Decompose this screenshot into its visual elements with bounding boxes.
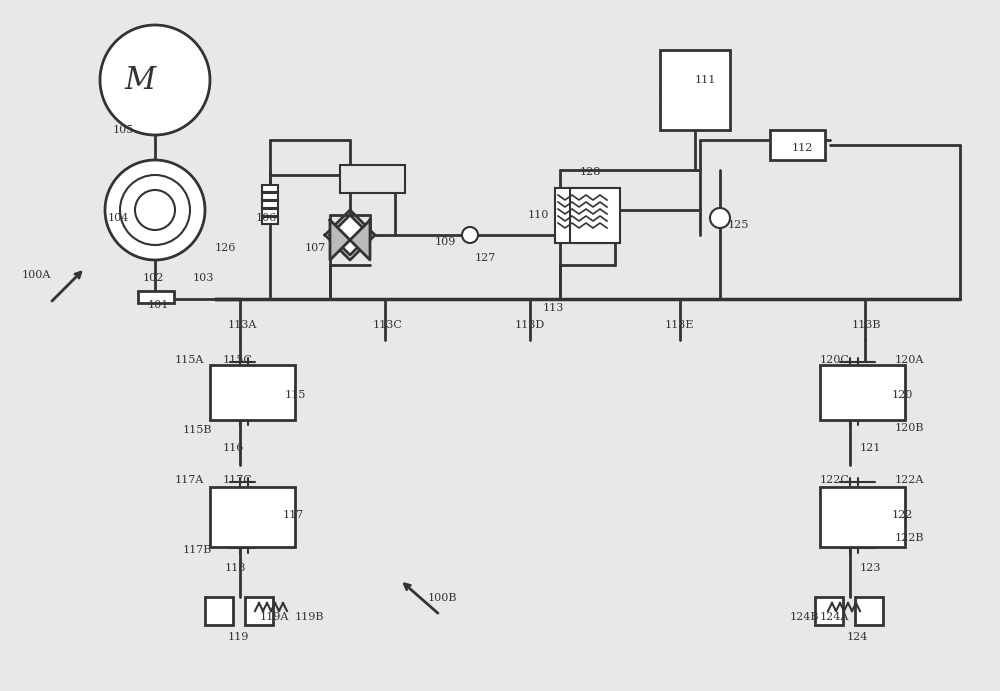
Text: 115A: 115A	[175, 355, 204, 365]
Text: 113E: 113E	[665, 320, 694, 330]
Bar	[820, 365, 905, 420]
Text: 113D: 113D	[515, 320, 545, 330]
Text: 117C: 117C	[223, 475, 253, 485]
Text: 101: 101	[148, 300, 169, 310]
Text: 111: 111	[695, 75, 716, 85]
Bar	[245, 597, 273, 625]
Circle shape	[135, 190, 175, 230]
Text: 124B: 124B	[790, 612, 820, 622]
Bar	[820, 487, 905, 547]
Text: 115C: 115C	[223, 355, 253, 365]
Bar	[205, 597, 233, 625]
Text: 120: 120	[892, 390, 913, 400]
Text: 113B: 113B	[852, 320, 882, 330]
Bar	[855, 597, 883, 625]
Circle shape	[120, 175, 190, 245]
Text: 124: 124	[847, 632, 868, 642]
Text: 100B: 100B	[428, 593, 458, 603]
Text: 110: 110	[528, 210, 549, 220]
Circle shape	[710, 208, 730, 228]
Text: 118: 118	[225, 563, 246, 573]
Text: 109: 109	[435, 237, 456, 247]
Text: 104: 104	[108, 213, 129, 223]
Text: 126: 126	[215, 243, 236, 253]
Bar	[262, 217, 278, 224]
Text: 107: 107	[305, 243, 326, 253]
Text: 117: 117	[283, 510, 304, 520]
Bar	[815, 597, 843, 625]
Text: 122: 122	[892, 510, 913, 520]
Text: 113: 113	[543, 303, 564, 313]
Text: 117A: 117A	[175, 475, 204, 485]
Polygon shape	[350, 220, 370, 260]
Text: 120B: 120B	[895, 423, 924, 433]
Text: 116: 116	[223, 443, 244, 453]
Text: 119: 119	[228, 632, 249, 642]
Text: 103: 103	[193, 273, 214, 283]
Bar	[262, 201, 278, 208]
Circle shape	[100, 25, 210, 135]
Text: 100A: 100A	[22, 270, 51, 280]
Text: 119B: 119B	[295, 612, 324, 622]
Circle shape	[462, 227, 478, 243]
Text: 128: 128	[580, 167, 601, 177]
Bar	[262, 193, 278, 200]
Bar	[570, 188, 620, 243]
Text: 122C: 122C	[820, 475, 850, 485]
Bar	[210, 365, 295, 420]
Polygon shape	[330, 215, 370, 255]
Text: 124A: 124A	[820, 612, 849, 622]
Text: 122B: 122B	[895, 533, 924, 543]
Text: 108: 108	[352, 167, 373, 177]
Bar	[555, 188, 615, 243]
Bar	[340, 165, 405, 193]
Polygon shape	[330, 220, 350, 260]
Bar	[210, 487, 295, 547]
Circle shape	[105, 160, 205, 260]
Text: 113A: 113A	[228, 320, 257, 330]
Text: 121: 121	[860, 443, 881, 453]
Text: 123: 123	[860, 563, 881, 573]
Text: M: M	[124, 64, 156, 95]
Text: 115B: 115B	[183, 425, 212, 435]
Text: 115: 115	[285, 390, 306, 400]
Text: 125: 125	[728, 220, 749, 230]
Text: 120C: 120C	[820, 355, 850, 365]
Text: 117B: 117B	[183, 545, 212, 555]
Bar	[770, 130, 825, 160]
Text: 113C: 113C	[373, 320, 403, 330]
Text: 122A: 122A	[895, 475, 924, 485]
Bar	[262, 185, 278, 192]
Text: 119A: 119A	[260, 612, 289, 622]
Text: 105: 105	[113, 125, 134, 135]
Text: 120A: 120A	[895, 355, 924, 365]
Text: 112: 112	[792, 143, 813, 153]
Text: 106: 106	[256, 213, 277, 223]
Text: 102: 102	[143, 273, 164, 283]
Bar	[138, 291, 174, 303]
Bar	[660, 50, 730, 130]
Bar	[262, 209, 278, 216]
Text: 127: 127	[475, 253, 496, 263]
